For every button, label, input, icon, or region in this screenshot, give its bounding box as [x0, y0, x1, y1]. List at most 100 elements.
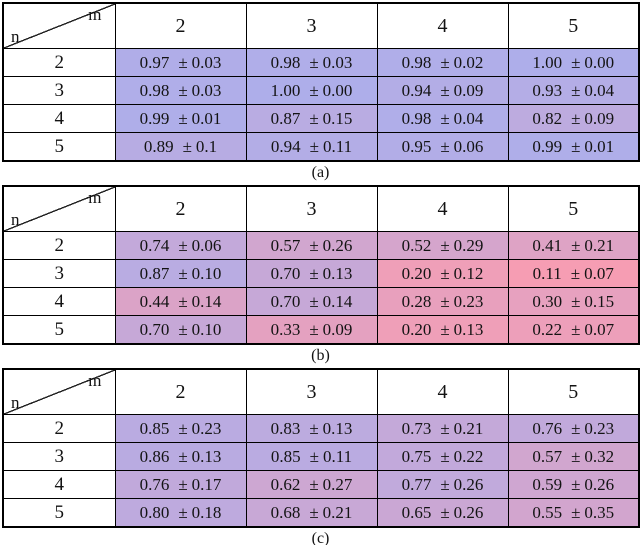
plus-minus-icon: ± — [178, 263, 188, 283]
plus-minus-icon: ± — [571, 418, 581, 438]
results-table-c-mount: m n 2 3 4 5 2 0.85 ±0.23 0.83 ±0.13 0.73 ±0.21 0.76 ±0… — [2, 368, 640, 528]
cell-mean: 0.75 — [401, 446, 432, 466]
plus-minus-icon: ± — [178, 418, 188, 438]
column-header: 4 — [376, 368, 509, 415]
cell-std: 0.32 — [584, 446, 615, 466]
plus-minus-icon: ± — [309, 52, 319, 72]
cell-std: 0.03 — [322, 52, 353, 72]
plus-minus-icon: ± — [309, 291, 319, 311]
value-cell: 0.44 ±0.14 — [114, 287, 247, 316]
value-cell: 0.95 ±0.06 — [376, 132, 509, 162]
column-header: 3 — [245, 185, 378, 232]
subfigure-a: m n 2 3 4 5 2 0.97 ±0.03 0.98 ±0.03 0.98 ±0.02 1.00 ±0… — [2, 2, 640, 185]
cell-std: 0.29 — [453, 235, 484, 255]
value-cell: 0.55 ±0.35 — [507, 498, 640, 528]
cell-std: 0.00 — [322, 80, 353, 100]
row-header: 4 — [2, 287, 116, 316]
cell-std: 0.07 — [584, 319, 615, 339]
cell-mean: 0.85 — [139, 418, 170, 438]
plus-minus-icon: ± — [571, 52, 581, 72]
value-cell: 0.30 ±0.15 — [507, 287, 640, 316]
plus-minus-icon: ± — [440, 80, 450, 100]
value-cell: 0.98 ±0.03 — [114, 76, 247, 105]
results-table: m n 2 3 4 5 2 0.85 ±0.23 0.83 ±0.13 0.73 ±0.21 0.76 ±0… — [2, 368, 640, 528]
cell-mean: 0.11 — [532, 263, 562, 283]
cell-std: 0.35 — [584, 502, 615, 522]
cell-std: 0.01 — [584, 136, 615, 156]
results-table: m n 2 3 4 5 2 0.97 ±0.03 0.98 ±0.03 0.98 ±0.02 1.00 ±0… — [2, 2, 640, 162]
value-cell: 0.87 ±0.10 — [114, 259, 247, 288]
plus-minus-icon: ± — [440, 319, 450, 339]
cell-mean: 0.73 — [401, 418, 432, 438]
value-cell: 0.86 ±0.13 — [114, 442, 247, 471]
value-cell: 0.76 ±0.23 — [507, 414, 640, 443]
plus-minus-icon: ± — [178, 474, 188, 494]
cell-std: 0.1 — [195, 136, 218, 156]
plus-minus-icon: ± — [178, 446, 188, 466]
subfigure-c: m n 2 3 4 5 2 0.85 ±0.23 0.83 ±0.13 0.73 ±0.21 0.76 ±0… — [2, 368, 640, 545]
row-header: 3 — [2, 76, 116, 105]
cell-std: 0.18 — [191, 502, 222, 522]
row-header: 4 — [2, 470, 116, 499]
diagonal-line — [4, 4, 114, 48]
value-cell: 0.74 ±0.06 — [114, 231, 247, 260]
col-var-label: m — [88, 371, 102, 390]
value-cell: 0.98 ±0.02 — [376, 48, 509, 77]
plus-minus-icon: ± — [571, 136, 581, 156]
cell-std: 0.23 — [584, 418, 615, 438]
col-var-label: m — [88, 5, 102, 24]
plus-minus-icon: ± — [571, 108, 581, 128]
plus-minus-icon: ± — [440, 235, 450, 255]
cell-std: 0.21 — [453, 418, 484, 438]
diagonal-line — [4, 187, 114, 231]
plus-minus-icon: ± — [571, 80, 581, 100]
cell-mean: 0.41 — [532, 235, 563, 255]
value-cell: 0.70 ±0.13 — [245, 259, 378, 288]
plus-minus-icon: ± — [571, 474, 581, 494]
cell-mean: 0.83 — [270, 418, 301, 438]
value-cell: 0.77 ±0.26 — [376, 470, 509, 499]
plus-minus-icon: ± — [440, 263, 450, 283]
cell-mean: 0.89 — [143, 136, 174, 156]
cell-std: 0.04 — [584, 80, 615, 100]
value-cell: 0.28 ±0.23 — [376, 287, 509, 316]
cell-std: 0.06 — [453, 136, 484, 156]
cell-mean: 0.20 — [401, 319, 432, 339]
column-header: 4 — [376, 185, 509, 232]
value-cell: 0.68 ±0.21 — [245, 498, 378, 528]
plus-minus-icon: ± — [178, 502, 188, 522]
cell-std: 0.02 — [453, 52, 484, 72]
cell-std: 0.15 — [584, 291, 615, 311]
row-header: 3 — [2, 442, 116, 471]
plus-minus-icon: ± — [571, 446, 581, 466]
plus-minus-icon: ± — [309, 235, 319, 255]
cell-std: 0.23 — [453, 291, 484, 311]
cell-mean: 0.95 — [401, 136, 432, 156]
cell-std: 0.21 — [584, 235, 615, 255]
cell-mean: 0.98 — [401, 108, 432, 128]
cell-mean: 0.52 — [401, 235, 432, 255]
value-cell: 0.41 ±0.21 — [507, 231, 640, 260]
cell-std: 0.15 — [322, 108, 353, 128]
value-cell: 0.99 ±0.01 — [507, 132, 640, 162]
cell-mean: 0.86 — [139, 446, 170, 466]
value-cell: 0.33 ±0.09 — [245, 315, 378, 345]
cell-mean: 0.62 — [270, 474, 301, 494]
cell-std: 0.13 — [453, 319, 484, 339]
plus-minus-icon: ± — [178, 52, 188, 72]
results-table-b-mount: m n 2 3 4 5 2 0.74 ±0.06 0.57 ±0.26 0.52 ±0.29 0.41 ±0… — [2, 185, 640, 345]
row-var-label: n — [11, 210, 20, 229]
value-cell: 0.98 ±0.04 — [376, 104, 509, 133]
table-row: 4 0.44 ±0.14 0.70 ±0.14 0.28 ±0.23 0.30 ±0.15 — [2, 287, 640, 316]
plus-minus-icon: ± — [571, 291, 581, 311]
plus-minus-icon: ± — [309, 80, 319, 100]
row-header: 2 — [2, 231, 116, 260]
cell-std: 0.12 — [453, 263, 484, 283]
plus-minus-icon: ± — [440, 52, 450, 72]
cell-mean: 0.20 — [401, 263, 432, 283]
row-header: 3 — [2, 259, 116, 288]
cell-mean: 0.97 — [139, 52, 170, 72]
table-row: 3 0.87 ±0.10 0.70 ±0.13 0.20 ±0.12 0.11 ±0.07 — [2, 259, 640, 288]
